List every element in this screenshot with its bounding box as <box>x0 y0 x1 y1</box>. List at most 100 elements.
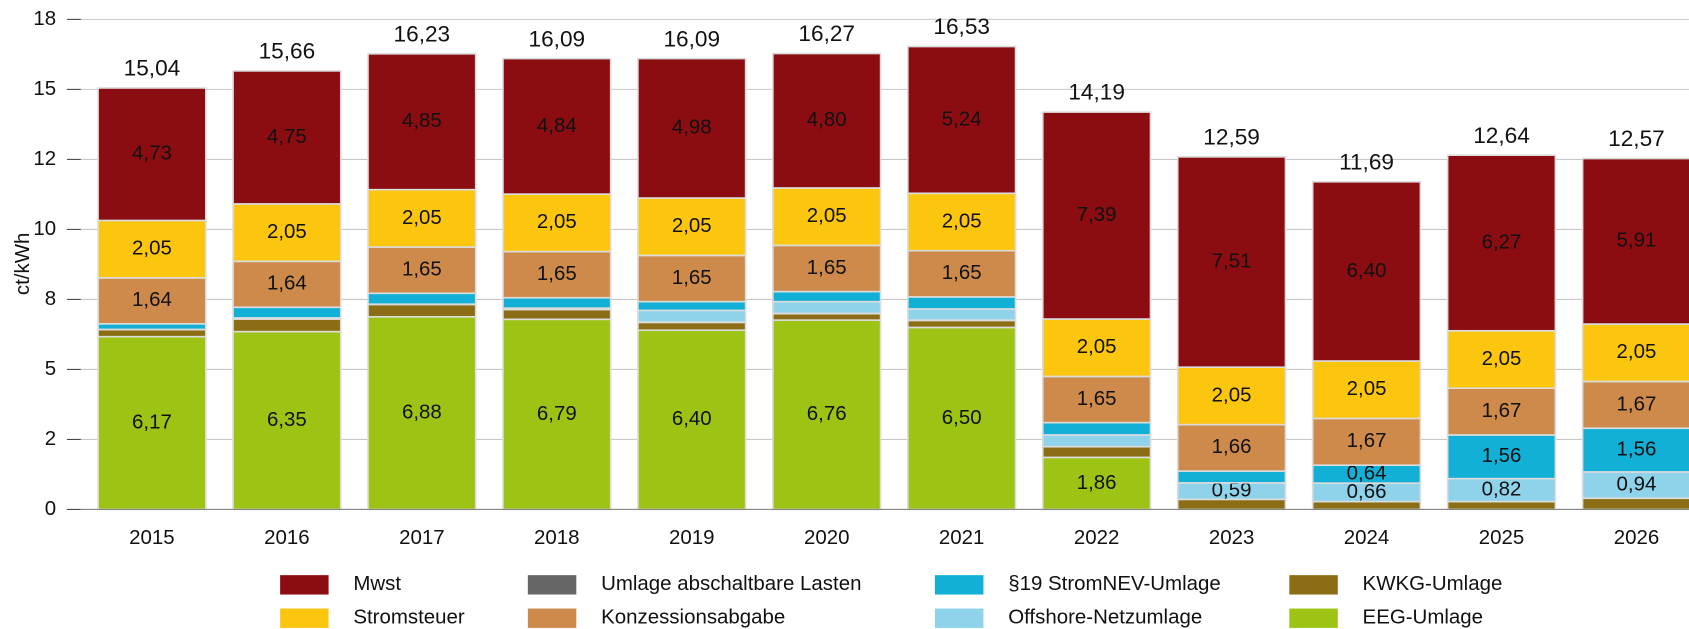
bar-segment <box>1041 421 1152 436</box>
segment-label: 1,64 <box>132 288 172 311</box>
bar-segment <box>637 321 747 332</box>
legend-label: Konzessionsabgabe <box>601 606 785 629</box>
bar-segment <box>1446 434 1557 480</box>
segment-label: 2,05 <box>267 220 307 243</box>
x-tick-label: 2023 <box>1209 526 1255 549</box>
y-axis-label: ct/kWh <box>11 233 34 296</box>
bar-segment <box>907 326 1017 511</box>
y-tick-label: 15 <box>33 77 56 100</box>
bar-segment <box>637 300 747 312</box>
x-tick-label: 2019 <box>669 526 715 549</box>
bar-segment <box>907 45 1017 195</box>
segment-label: 4,73 <box>132 142 172 165</box>
segment-label: 1,65 <box>1077 387 1117 410</box>
bar-segment <box>907 319 1017 329</box>
bar-segment <box>97 322 207 331</box>
legend-swatch <box>527 608 577 628</box>
bar-segment <box>97 277 207 325</box>
bar-segment <box>1176 470 1287 484</box>
total-label: 16,09 <box>529 26 586 51</box>
bar-segment <box>772 300 882 315</box>
total-label: 12,59 <box>1203 125 1260 150</box>
segment-label: 2,05 <box>537 210 577 233</box>
bar-segment <box>1176 156 1287 368</box>
bar-segment <box>232 318 342 333</box>
bar-segment <box>502 250 612 299</box>
segment-label: 2,05 <box>807 204 847 227</box>
segment-label: 5,91 <box>1617 229 1657 252</box>
bar-segment <box>367 53 477 191</box>
bar-segment <box>232 306 342 319</box>
x-tick-label: 2022 <box>1074 526 1120 549</box>
segment-label: 1,56 <box>1482 444 1522 467</box>
segment-label: 0,59 <box>1212 479 1252 502</box>
segment-label: 6,40 <box>672 407 712 430</box>
segment-label: 0,94 <box>1617 472 1657 495</box>
segment-label: 4,85 <box>402 109 442 132</box>
bar-segment <box>1041 445 1152 459</box>
segment-label: 6,88 <box>402 401 442 424</box>
segment-label: 2,05 <box>672 214 712 237</box>
bar-segment <box>1041 111 1152 320</box>
bar-segment <box>772 187 882 247</box>
bar-segment <box>502 57 612 195</box>
segment-label: 2,05 <box>1617 340 1657 363</box>
bar-segment <box>97 328 207 338</box>
bar-segment <box>367 303 477 318</box>
total-label: 16,27 <box>798 21 855 46</box>
bar-segment <box>1311 417 1422 467</box>
legend-swatch <box>1289 575 1338 595</box>
legend-label: Stromsteuer <box>353 606 465 629</box>
segment-label: 1,67 <box>1347 429 1387 452</box>
bar-segment <box>1176 366 1287 426</box>
y-tick-label: 5 <box>45 357 56 380</box>
segment-label: 2,05 <box>1212 383 1252 406</box>
total-label: 16,53 <box>933 14 990 39</box>
segment-label: 4,75 <box>267 125 307 148</box>
bar-segment <box>772 312 882 321</box>
legend-swatch <box>1289 608 1338 628</box>
segment-label: 1,65 <box>537 262 577 285</box>
segment-label: 6,35 <box>267 408 307 431</box>
segment-label: 4,98 <box>672 116 712 139</box>
bar-segment <box>1446 500 1557 511</box>
x-tick-label: 2021 <box>939 526 985 549</box>
segment-label: 6,79 <box>537 402 577 425</box>
total-label: 15,04 <box>124 56 181 81</box>
segment-label: 0,82 <box>1482 478 1522 501</box>
bar-segment <box>637 197 747 257</box>
legend-swatch <box>934 608 984 628</box>
segment-label: 0,64 <box>1347 462 1387 485</box>
segment-label: 7,39 <box>1077 203 1117 226</box>
segment-label: 7,51 <box>1212 249 1252 272</box>
bar-segment <box>1446 154 1557 332</box>
bar-segment <box>232 70 342 205</box>
bar-segment <box>1581 380 1689 430</box>
segment-label: 4,84 <box>537 114 577 137</box>
segment-label: 2,05 <box>1347 377 1387 400</box>
segment-label: 1,66 <box>1212 435 1252 458</box>
segment-label: 1,56 <box>1617 437 1657 460</box>
bar-segment <box>637 57 747 199</box>
x-tick-label: 2024 <box>1344 526 1390 549</box>
segment-label: 5,24 <box>942 107 982 130</box>
bar-segment <box>1041 375 1152 424</box>
y-tick-label: 12 <box>33 147 56 170</box>
total-label: 14,19 <box>1068 80 1125 105</box>
x-tick-label: 2018 <box>534 526 580 549</box>
bar-segment <box>502 296 612 309</box>
segment-label: 2,05 <box>1482 347 1522 370</box>
legend-label: §19 StromNEV-Umlage <box>1008 572 1221 595</box>
bar-segment <box>637 309 747 323</box>
x-tick-label: 2025 <box>1479 526 1525 549</box>
segment-label: 1,67 <box>1617 392 1657 415</box>
total-label: 15,66 <box>259 39 316 64</box>
bar-segment <box>907 249 1017 298</box>
legend-label: Offshore-Netzumlage <box>1008 606 1202 629</box>
segment-label: 2,05 <box>132 237 172 260</box>
bar-segment <box>907 192 1017 252</box>
legend-label: Mwst <box>353 572 401 595</box>
total-label: 11,69 <box>1339 149 1394 174</box>
legend-label: KWKG-Umlage <box>1363 572 1503 595</box>
